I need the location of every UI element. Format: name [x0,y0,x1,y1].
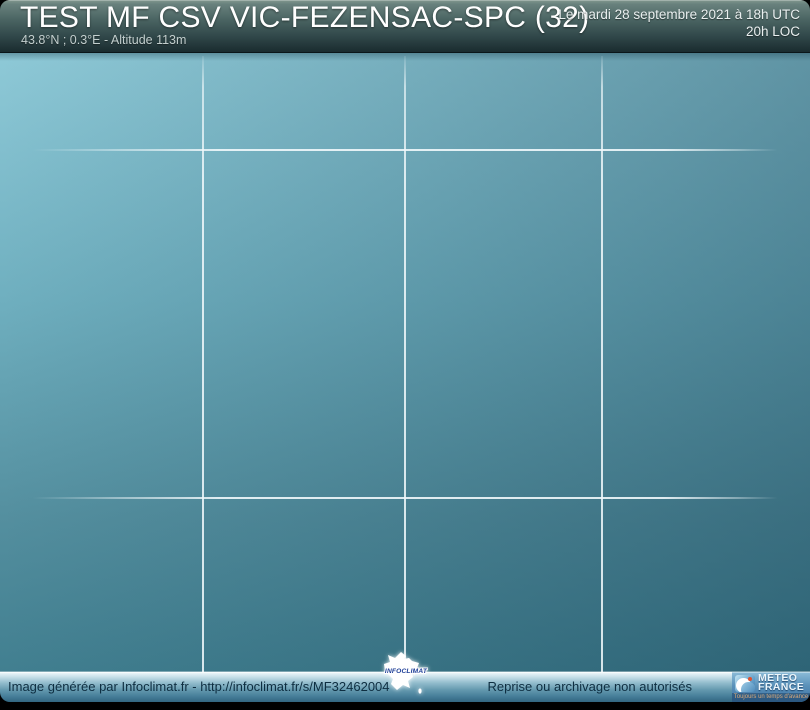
timestamp-block: Le mardi 28 septembre 2021 à 18h UTC 20h… [558,7,800,40]
page-title: TEST MF CSV VIC-FEZENSAC-SPC (32) [20,1,589,35]
infoclimat-france-map-logo: INFOCLIMAT [382,650,428,700]
plot-area [0,53,810,672]
horizontal-gridline [0,497,810,499]
meteo-france-logo-top: METEO FRANCE [732,672,810,693]
horizontal-gridline [0,149,810,151]
meteo-france-tagline: Toujours un temps d'avance [732,693,810,702]
generated-weather-image: TEST MF CSV VIC-FEZENSAC-SPC (32) 43.8°N… [0,0,810,702]
timestamp-utc: Le mardi 28 septembre 2021 à 18h UTC [558,7,800,24]
footer-rights-text: Reprise ou archivage non autorisés [487,679,692,694]
svg-text:INFOCLIMAT: INFOCLIMAT [385,668,428,675]
timestamp-local: 20h LOC [558,24,800,41]
meteo-france-logo: METEO FRANCE Toujours un temps d'avance [732,672,810,702]
header-bar: TEST MF CSV VIC-FEZENSAC-SPC (32) 43.8°N… [0,0,810,53]
meteo-france-wordmark: METEO FRANCE [758,674,804,693]
meteo-france-line2: FRANCE [758,683,804,693]
meteo-france-swoosh-icon [735,675,755,692]
station-coordinates: 43.8°N ; 0.3°E - Altitude 113m [21,33,186,47]
footer-credit-text: Image générée par Infoclimat.fr - http:/… [8,679,390,694]
